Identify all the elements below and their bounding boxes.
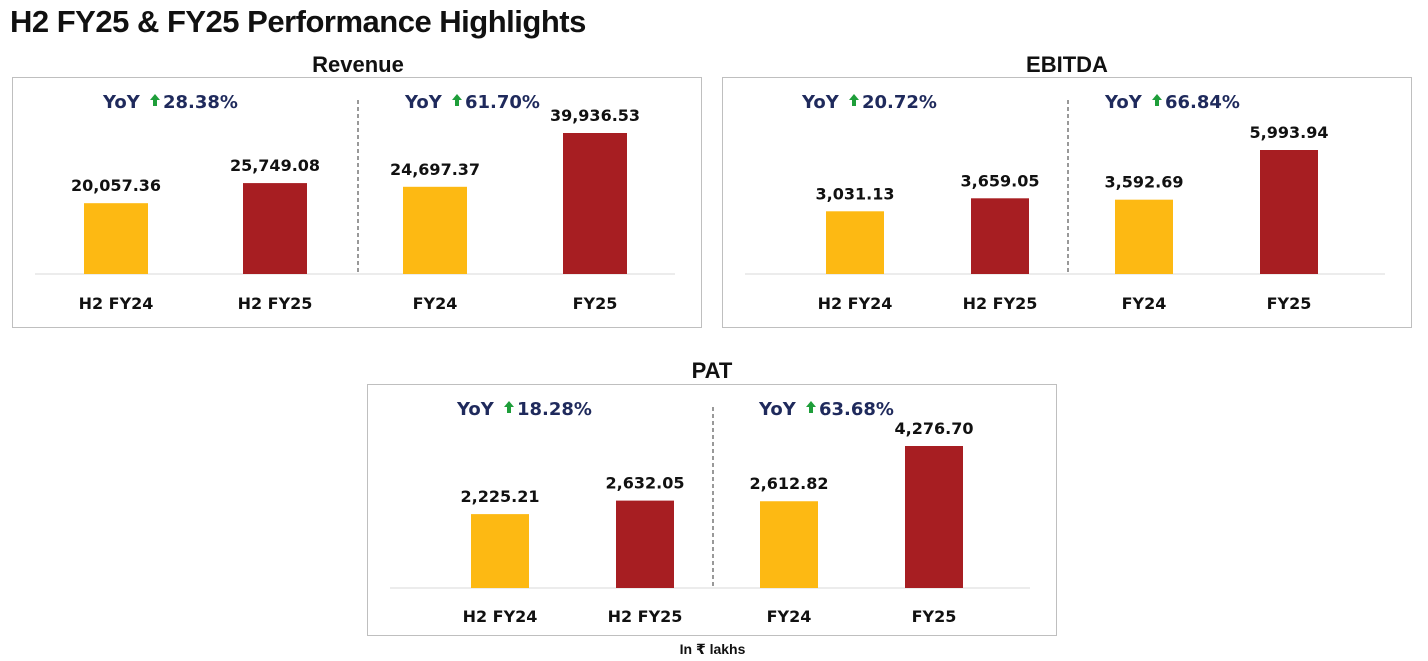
revenue-yoy-value: 28.38%	[163, 92, 238, 113]
revenue-chart-svg: 20,057.36 H2 FY24 25,749.08 H2 FY25 24,697.3…	[35, 92, 675, 313]
revenue-category-label: FY24	[413, 294, 458, 313]
ebitda-yoy-prefix: YoY	[1104, 92, 1143, 113]
pat-category-label: FY25	[912, 607, 957, 626]
pat-category-label: H2 FY25	[608, 607, 683, 626]
ebitda-chart-title: EBITDA	[1026, 52, 1108, 77]
pat-yoy-value: 18.28%	[517, 399, 592, 420]
ebitda-category-label: H2 FY25	[963, 294, 1038, 313]
pat-bar-fy25	[905, 446, 963, 588]
up-arrow-icon	[849, 94, 859, 106]
pat-yoy-value: 63.68%	[819, 399, 894, 420]
ebitda-bar-fy25	[1260, 150, 1318, 274]
pat-chart-panel: 2,225.21 H2 FY24 2,632.05 H2 FY25 2,612.82 FY…	[367, 384, 1057, 636]
revenue-yoy-value: 61.70%	[465, 92, 540, 113]
ebitda-data-label: 3,659.05	[961, 171, 1040, 190]
pat-bar-h2-fy24	[471, 514, 529, 588]
revenue-data-label: 39,936.53	[550, 106, 640, 125]
revenue-chart-title: Revenue	[312, 52, 404, 77]
ebitda-category-label: FY24	[1122, 294, 1167, 313]
revenue-bar-h2-fy25	[243, 183, 307, 274]
up-arrow-icon	[504, 401, 514, 413]
pat-chart-svg: 2,225.21 H2 FY24 2,632.05 H2 FY25 2,612.82 FY…	[390, 399, 1030, 626]
ebitda-data-label: 3,592.69	[1105, 173, 1184, 192]
pat-bar-h2-fy25	[616, 500, 674, 588]
revenue-data-label: 24,697.37	[390, 160, 480, 179]
ebitda-yoy-value: 66.84%	[1165, 92, 1240, 113]
ebitda-chart-svg: 3,031.13 H2 FY24 3,659.05 H2 FY25 3,592.69 FY…	[745, 92, 1385, 313]
pat-yoy-prefix: YoY	[456, 399, 495, 420]
ebitda-yoy-value: 20.72%	[862, 92, 937, 113]
ebitda-category-label: H2 FY24	[818, 294, 893, 313]
pat-yoy-prefix: YoY	[758, 399, 797, 420]
ebitda-category-label: FY25	[1267, 294, 1312, 313]
ebitda-bar-h2-fy24	[826, 211, 884, 274]
revenue-category-label: FY25	[573, 294, 618, 313]
pat-category-label: H2 FY24	[463, 607, 538, 626]
ebitda-data-label: 5,993.94	[1250, 123, 1329, 142]
pat-data-label: 2,225.21	[461, 487, 540, 506]
ebitda-data-label: 3,031.13	[816, 184, 895, 203]
revenue-data-label: 20,057.36	[71, 176, 161, 195]
up-arrow-icon	[452, 94, 462, 106]
revenue-category-label: H2 FY24	[79, 294, 154, 313]
pat-category-label: FY24	[767, 607, 812, 626]
revenue-bar-h2-fy24	[84, 203, 148, 274]
pat-data-label: 2,632.05	[606, 474, 685, 493]
revenue-bar-fy25	[563, 133, 627, 274]
units-footnote: In ₹ lakhs	[679, 641, 746, 657]
pat-data-label: 4,276.70	[895, 419, 974, 438]
pat-bar-fy24	[760, 501, 818, 588]
up-arrow-icon	[806, 401, 816, 413]
ebitda-yoy-prefix: YoY	[801, 92, 840, 113]
pat-chart-title: PAT	[691, 358, 733, 383]
ebitda-bar-h2-fy25	[971, 198, 1029, 274]
up-arrow-icon	[1152, 94, 1162, 106]
pat-data-label: 2,612.82	[750, 474, 829, 493]
page-title: H2 FY25 & FY25 Performance Highlights	[10, 4, 586, 39]
revenue-bar-fy24	[403, 186, 467, 274]
ebitda-chart-panel: 3,031.13 H2 FY24 3,659.05 H2 FY25 3,592.69 FY…	[722, 77, 1412, 328]
revenue-data-label: 25,749.08	[230, 156, 320, 175]
revenue-chart-panel: 20,057.36 H2 FY24 25,749.08 H2 FY25 24,697.3…	[12, 77, 702, 328]
ebitda-bar-fy24	[1115, 199, 1173, 274]
up-arrow-icon	[150, 94, 160, 106]
revenue-yoy-prefix: YoY	[102, 92, 141, 113]
revenue-yoy-prefix: YoY	[404, 92, 443, 113]
revenue-category-label: H2 FY25	[238, 294, 313, 313]
